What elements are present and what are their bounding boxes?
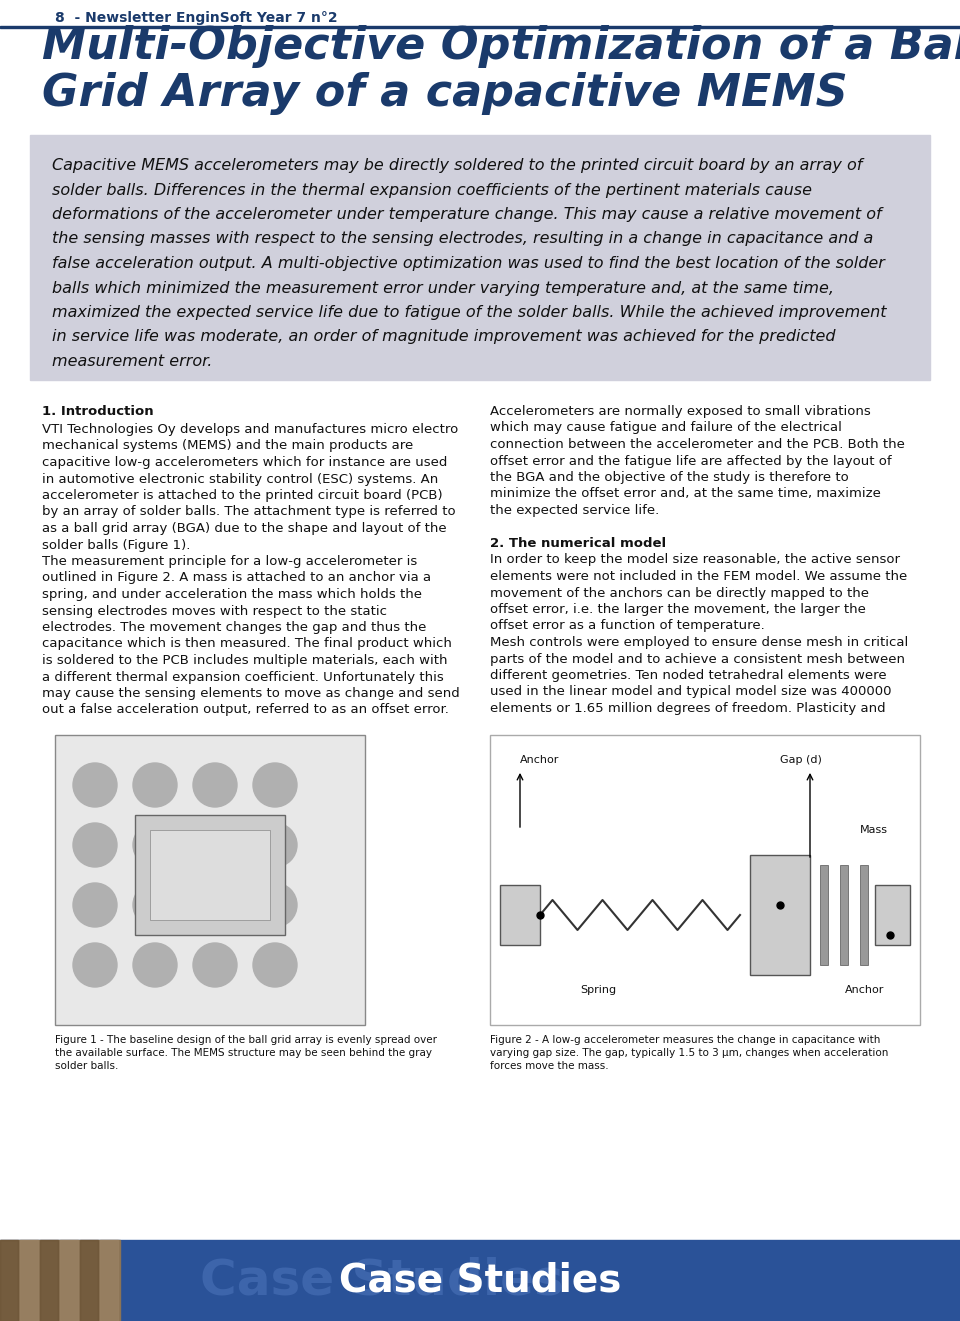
Text: Capacitive MEMS accelerometers may be directly soldered to the printed circuit b: Capacitive MEMS accelerometers may be di…: [52, 159, 862, 173]
Bar: [0, 26, 960, 28]
Text: solder balls. Differences in the thermal expansion coefficients of the pertinent: solder balls. Differences in the thermal…: [52, 182, 812, 198]
Bar: [40, 1240, 58, 1321]
Text: used in the linear model and typical model size was 400000: used in the linear model and typical mod…: [490, 686, 892, 699]
Text: as a ball grid array (BGA) due to the shape and layout of the: as a ball grid array (BGA) due to the sh…: [42, 522, 446, 535]
Text: movement of the anchors can be directly mapped to the: movement of the anchors can be directly …: [490, 587, 869, 600]
Circle shape: [73, 764, 117, 807]
Text: outlined in Figure 2. A mass is attached to an anchor via a: outlined in Figure 2. A mass is attached…: [42, 572, 431, 584]
Text: offset error and the fatigue life are affected by the layout of: offset error and the fatigue life are af…: [490, 454, 892, 468]
Text: in service life was moderate, an order of magnitude improvement was achieved for: in service life was moderate, an order o…: [52, 329, 835, 345]
Text: Case Studies: Case Studies: [339, 1262, 621, 1300]
Text: Case Studies: Case Studies: [200, 1256, 564, 1305]
Circle shape: [133, 943, 177, 987]
Text: balls which minimized the measurement error under varying temperature and, at th: balls which minimized the measurement er…: [52, 280, 834, 296]
Bar: [30, 135, 930, 380]
Bar: [150, 830, 270, 919]
Text: Multi-Objective Optimization of a Ball: Multi-Objective Optimization of a Ball: [42, 25, 960, 67]
Bar: [60, 1240, 78, 1321]
Text: by an array of solder balls. The attachment type is referred to: by an array of solder balls. The attachm…: [42, 506, 456, 519]
Text: connection between the accelerometer and the PCB. Both the: connection between the accelerometer and…: [490, 439, 905, 450]
Text: parts of the model and to achieve a consistent mesh between: parts of the model and to achieve a cons…: [490, 653, 905, 666]
Bar: [55, 734, 365, 1025]
Text: VTI Technologies Oy develops and manufactures micro electro: VTI Technologies Oy develops and manufac…: [42, 423, 458, 436]
Text: elements or 1.65 million degrees of freedom. Plasticity and: elements or 1.65 million degrees of free…: [490, 701, 886, 715]
Text: Figure 1 - The baseline design of the ball grid array is evenly spread over
the : Figure 1 - The baseline design of the ba…: [55, 1034, 437, 1071]
Circle shape: [193, 823, 237, 867]
Bar: [750, 855, 810, 975]
Circle shape: [133, 764, 177, 807]
Circle shape: [253, 882, 297, 927]
Bar: [80, 1240, 98, 1321]
Bar: [100, 1240, 118, 1321]
Circle shape: [193, 764, 237, 807]
Text: elements were not included in the FEM model. We assume the: elements were not included in the FEM mo…: [490, 569, 907, 583]
Text: offset error as a function of temperature.: offset error as a function of temperatur…: [490, 620, 765, 633]
Text: which may cause fatigue and failure of the electrical: which may cause fatigue and failure of t…: [490, 421, 842, 435]
Bar: [0, 1240, 960, 1321]
Circle shape: [253, 943, 297, 987]
Circle shape: [253, 823, 297, 867]
Text: electrodes. The movement changes the gap and thus the: electrodes. The movement changes the gap…: [42, 621, 426, 634]
Text: sensing electrodes moves with respect to the static: sensing electrodes moves with respect to…: [42, 605, 387, 617]
Text: Anchor: Anchor: [520, 756, 560, 765]
Circle shape: [73, 823, 117, 867]
Text: Accelerometers are normally exposed to small vibrations: Accelerometers are normally exposed to s…: [490, 406, 871, 417]
Bar: [135, 815, 285, 935]
Bar: [0, 1240, 18, 1321]
Text: maximized the expected service life due to fatigue of the solder balls. While th: maximized the expected service life due …: [52, 305, 886, 320]
Text: different geometries. Ten noded tetrahedral elements were: different geometries. Ten noded tetrahed…: [490, 668, 887, 682]
Text: the sensing masses with respect to the sensing electrodes, resulting in a change: the sensing masses with respect to the s…: [52, 231, 874, 247]
Text: Mass: Mass: [860, 826, 888, 835]
Circle shape: [133, 823, 177, 867]
Text: 8  - Newsletter EnginSoft Year 7 n°2: 8 - Newsletter EnginSoft Year 7 n°2: [55, 11, 338, 25]
Text: Anchor: Anchor: [845, 985, 884, 995]
Text: in automotive electronic stability control (ESC) systems. An: in automotive electronic stability contr…: [42, 473, 439, 486]
Circle shape: [193, 943, 237, 987]
Text: The measurement principle for a low-g accelerometer is: The measurement principle for a low-g ac…: [42, 555, 418, 568]
Text: spring, and under acceleration the mass which holds the: spring, and under acceleration the mass …: [42, 588, 422, 601]
Text: the expected service life.: the expected service life.: [490, 505, 660, 517]
Bar: [875, 885, 910, 945]
Text: solder balls (Figure 1).: solder balls (Figure 1).: [42, 539, 190, 551]
Text: is soldered to the PCB includes multiple materials, each with: is soldered to the PCB includes multiple…: [42, 654, 447, 667]
Text: accelerometer is attached to the printed circuit board (PCB): accelerometer is attached to the printed…: [42, 489, 443, 502]
Text: out a false acceleration output, referred to as an offset error.: out a false acceleration output, referre…: [42, 704, 449, 716]
Text: Spring: Spring: [580, 985, 616, 995]
Bar: [860, 865, 868, 966]
Text: offset error, i.e. the larger the movement, the larger the: offset error, i.e. the larger the moveme…: [490, 602, 866, 616]
Circle shape: [193, 882, 237, 927]
Text: measurement error.: measurement error.: [52, 354, 212, 369]
Circle shape: [73, 943, 117, 987]
Text: the BGA and the objective of the study is therefore to: the BGA and the objective of the study i…: [490, 472, 849, 483]
Text: Mesh controls were employed to ensure dense mesh in critical: Mesh controls were employed to ensure de…: [490, 635, 908, 649]
Text: In order to keep the model size reasonable, the active sensor: In order to keep the model size reasonab…: [490, 553, 900, 567]
Text: 2. The numerical model: 2. The numerical model: [490, 538, 666, 550]
Text: mechanical systems (MEMS) and the main products are: mechanical systems (MEMS) and the main p…: [42, 440, 413, 453]
Text: false acceleration output. A multi-objective optimization was used to find the b: false acceleration output. A multi-objec…: [52, 256, 885, 271]
Text: may cause the sensing elements to move as change and send: may cause the sensing elements to move a…: [42, 687, 460, 700]
Text: minimize the offset error and, at the same time, maximize: minimize the offset error and, at the sa…: [490, 487, 881, 501]
Text: Figure 2 - A low-g accelerometer measures the change in capacitance with
varying: Figure 2 - A low-g accelerometer measure…: [490, 1034, 888, 1071]
Bar: [820, 865, 828, 966]
Bar: [0, 1240, 120, 1321]
Text: Gap (d): Gap (d): [780, 756, 822, 765]
Bar: [490, 734, 920, 1025]
Text: capacitance which is then measured. The final product which: capacitance which is then measured. The …: [42, 638, 452, 650]
Circle shape: [133, 882, 177, 927]
Circle shape: [253, 764, 297, 807]
Bar: [840, 865, 848, 966]
Text: Grid Array of a capacitive MEMS: Grid Array of a capacitive MEMS: [42, 73, 848, 115]
Bar: [20, 1240, 38, 1321]
Text: a different thermal expansion coefficient. Unfortunately this: a different thermal expansion coefficien…: [42, 671, 444, 683]
Text: 1. Introduction: 1. Introduction: [42, 406, 154, 417]
Circle shape: [73, 882, 117, 927]
Text: capacitive low-g accelerometers which for instance are used: capacitive low-g accelerometers which fo…: [42, 456, 447, 469]
Bar: [500, 885, 540, 945]
Text: deformations of the accelerometer under temperature change. This may cause a rel: deformations of the accelerometer under …: [52, 207, 881, 222]
